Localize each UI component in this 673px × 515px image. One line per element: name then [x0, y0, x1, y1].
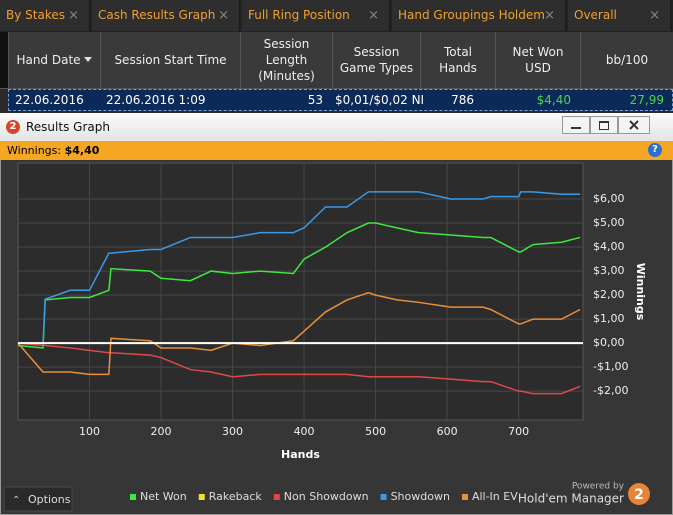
x-tick-label: 600	[437, 425, 458, 438]
help-button[interactable]: ?	[648, 143, 662, 157]
table-row[interactable]: 22.06.2016 22.06.2016 1:09 53 $0,01/$0,02 N…	[8, 89, 673, 111]
table-cell: 22.06.2016 1:09	[106, 93, 206, 107]
row-gutter	[0, 32, 8, 88]
tab-close[interactable]: ×	[649, 8, 660, 23]
table-cell: 27,99	[629, 93, 664, 107]
legend-swatch	[198, 494, 205, 500]
tab[interactable]: Hand Groupings Holdem ×	[392, 0, 566, 31]
legend-swatch	[461, 494, 468, 500]
column-header[interactable]: Total Hands	[420, 32, 495, 88]
legend-label: Showdown	[391, 490, 450, 503]
tab-label: Cash Results Graph	[98, 8, 216, 22]
table-cell: $4,40	[536, 93, 571, 107]
summary-bar: Winnings: $4,40 ?	[0, 141, 673, 160]
table-cell: $0,01/$0,02 NI	[335, 93, 425, 107]
options-label: Options	[28, 493, 71, 506]
minimize-button[interactable]	[562, 116, 590, 134]
series-line	[17, 291, 581, 376]
y-tick-label: $4,00	[593, 240, 625, 253]
series-line	[18, 191, 581, 344]
y-tick-label: $0,00	[593, 336, 625, 349]
table-cell: 786	[451, 93, 474, 107]
brand-logo	[628, 483, 650, 505]
window-titlebar: 2 Results Graph	[0, 113, 673, 141]
column-header[interactable]: Net Won USD	[495, 32, 580, 88]
column-header[interactable]: Session Start Time	[100, 32, 240, 88]
options-button[interactable]	[3, 486, 73, 512]
tab-label: Full Ring Position	[248, 8, 350, 22]
summary-label: Winnings:	[7, 144, 62, 157]
y-axis-label: Winnings	[634, 263, 647, 321]
legend-swatch	[273, 494, 280, 500]
tab-label: Hand Groupings Holdem	[398, 8, 545, 22]
legend-label: Rakeback	[209, 490, 263, 503]
x-tick-label: 400	[294, 425, 315, 438]
brand: Hold'em Manager	[518, 492, 624, 506]
y-tick-label: $2,00	[593, 288, 625, 301]
powered-by: Powered by	[572, 482, 625, 492]
series-line	[17, 222, 581, 349]
options-caret: ⌃	[12, 495, 20, 506]
table-header: Hand Date Session Start Time Session Lengt…	[0, 32, 673, 89]
tab-close[interactable]: ×	[218, 8, 229, 23]
x-tick-label: 300	[222, 425, 243, 438]
x-tick-label: 700	[508, 425, 529, 438]
brand-logo-text: 2	[634, 487, 644, 503]
x-tick-label: 200	[151, 425, 172, 438]
legend-label: Non Showdown	[284, 490, 369, 503]
legend-label: All-In EV	[472, 490, 518, 503]
legend-label: Net Won	[140, 490, 187, 503]
y-tick-label: -$2,00	[593, 384, 628, 397]
close-button[interactable]	[618, 116, 650, 134]
column-header[interactable]: bb/100	[580, 32, 673, 88]
column-header[interactable]: Session Length (Minutes)	[240, 32, 332, 88]
series-line	[17, 342, 581, 395]
x-axis-label: Hands	[281, 448, 320, 461]
window-icon: 2	[6, 120, 20, 134]
column-header[interactable]: Hand Date	[8, 32, 100, 88]
tab[interactable]: Overall ×	[568, 0, 671, 31]
column-header[interactable]: Session Game Types	[332, 32, 420, 88]
legend-swatch	[130, 494, 136, 500]
tab-label: Overall	[574, 8, 617, 22]
sort-arrow	[84, 57, 92, 62]
summary-value: $4,40	[64, 144, 100, 157]
y-tick-label: -$1,00	[593, 360, 628, 373]
legend-swatch	[380, 494, 387, 500]
tab-close[interactable]: ×	[68, 8, 79, 23]
tab-close[interactable]: ×	[368, 8, 379, 23]
window-title: Results Graph	[26, 120, 110, 134]
table-cell: 53	[307, 93, 323, 107]
maximize-button[interactable]	[590, 116, 618, 134]
x-tick-label: 100	[79, 425, 100, 438]
plot-area	[17, 162, 584, 421]
y-tick-label: $1,00	[593, 312, 625, 325]
x-tick-label: 500	[365, 425, 386, 438]
table-cell: 22.06.2016	[15, 93, 84, 107]
tab-bar: By Stakes × Cash Results Graph × Full Ring P…	[0, 0, 673, 32]
y-tick-label: $3,00	[593, 264, 625, 277]
tab-label: By Stakes	[6, 8, 65, 22]
y-tick-label: $6,00	[593, 192, 625, 205]
tab-close[interactable]: ×	[544, 8, 555, 23]
tab[interactable]: By Stakes ×	[0, 0, 90, 31]
y-tick-label: $5,00	[593, 216, 625, 229]
tab[interactable]: Cash Results Graph ×	[92, 0, 240, 31]
results-chart: ⌃ Options Powered by Hold'em Manager 2 -…	[1, 160, 672, 514]
tab[interactable]: Full Ring Position ×	[242, 0, 390, 31]
